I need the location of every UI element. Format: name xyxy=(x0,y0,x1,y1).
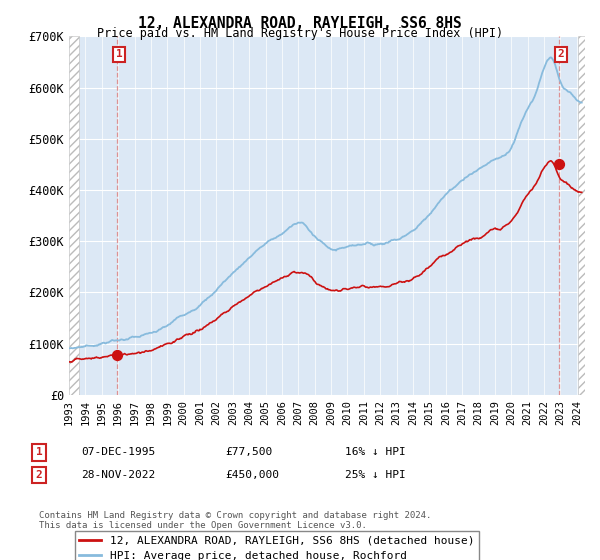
Text: Contains HM Land Registry data © Crown copyright and database right 2024.: Contains HM Land Registry data © Crown c… xyxy=(39,511,431,520)
Point xyxy=(112,351,122,360)
Text: £77,500: £77,500 xyxy=(225,447,272,458)
Text: 12, ALEXANDRA ROAD, RAYLEIGH, SS6 8HS: 12, ALEXANDRA ROAD, RAYLEIGH, SS6 8HS xyxy=(138,16,462,31)
Text: 25% ↓ HPI: 25% ↓ HPI xyxy=(345,470,406,480)
Text: 16% ↓ HPI: 16% ↓ HPI xyxy=(345,447,406,458)
Text: 2: 2 xyxy=(558,49,565,59)
Text: 2: 2 xyxy=(35,470,43,480)
Text: This data is licensed under the Open Government Licence v3.0.: This data is licensed under the Open Gov… xyxy=(39,521,367,530)
Text: 1: 1 xyxy=(35,447,43,458)
Text: £450,000: £450,000 xyxy=(225,470,279,480)
Legend: 12, ALEXANDRA ROAD, RAYLEIGH, SS6 8HS (detached house), HPI: Average price, deta: 12, ALEXANDRA ROAD, RAYLEIGH, SS6 8HS (d… xyxy=(74,531,479,560)
Text: Price paid vs. HM Land Registry's House Price Index (HPI): Price paid vs. HM Land Registry's House … xyxy=(97,27,503,40)
Text: 1: 1 xyxy=(116,49,122,59)
Text: 28-NOV-2022: 28-NOV-2022 xyxy=(81,470,155,480)
Text: 07-DEC-1995: 07-DEC-1995 xyxy=(81,447,155,458)
Bar xyxy=(69,36,79,395)
Point xyxy=(554,160,563,169)
Bar xyxy=(578,36,585,395)
